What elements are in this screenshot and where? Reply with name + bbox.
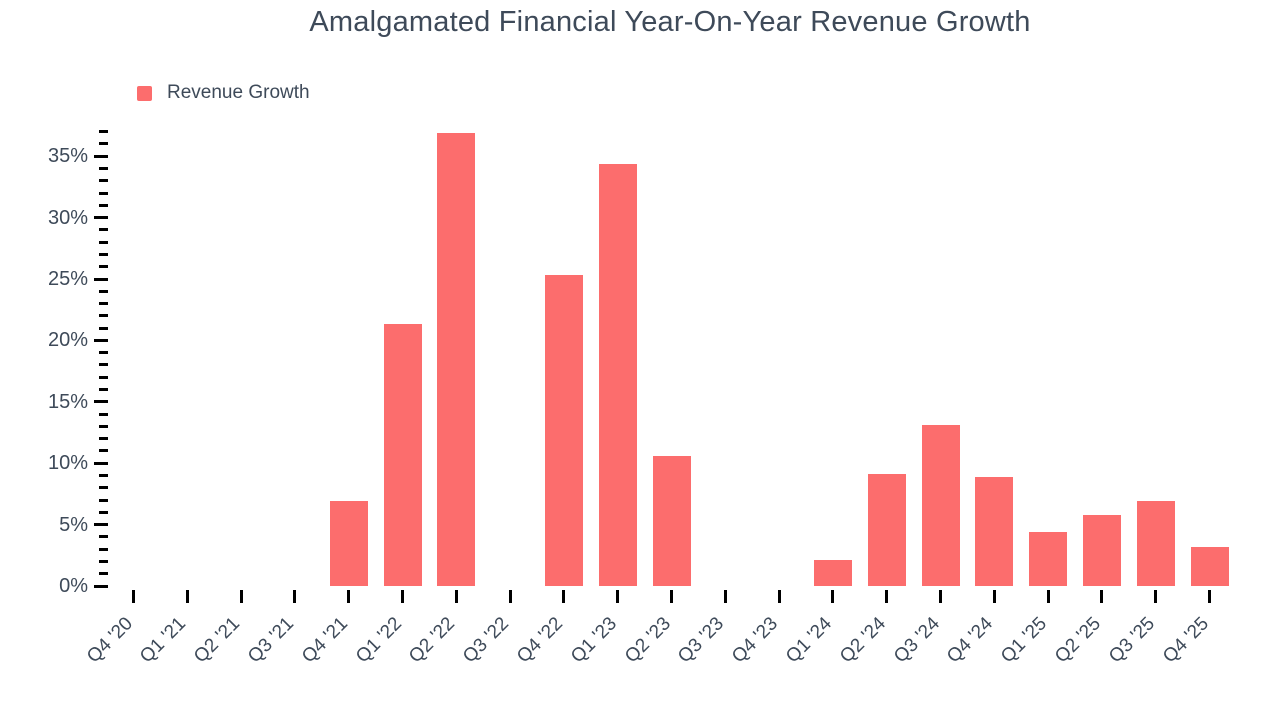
y-axis-minor-tick bbox=[99, 510, 108, 514]
y-axis-label: 30% bbox=[47, 206, 88, 229]
legend-item-revenue-growth[interactable]: Revenue Growth bbox=[137, 82, 310, 103]
y-axis-minor-tick bbox=[99, 559, 108, 563]
y-axis-minor-tick bbox=[99, 498, 108, 502]
bar[interactable] bbox=[652, 455, 691, 586]
x-axis-tick bbox=[1154, 590, 1158, 603]
y-axis-minor-tick bbox=[99, 572, 108, 576]
x-axis-tick bbox=[562, 590, 566, 603]
bar[interactable] bbox=[383, 324, 422, 586]
bar[interactable] bbox=[598, 163, 637, 586]
y-axis-minor-tick bbox=[99, 412, 108, 416]
y-axis-minor-tick bbox=[99, 203, 108, 207]
y-axis-minor-tick bbox=[99, 326, 108, 330]
x-axis-tick bbox=[454, 590, 458, 603]
y-axis-minor-tick bbox=[99, 375, 108, 379]
x-axis-tick bbox=[777, 590, 781, 603]
y-axis-major-tick bbox=[94, 523, 108, 527]
y-axis-label: 10% bbox=[47, 452, 88, 475]
x-axis-tick bbox=[508, 590, 512, 603]
y-axis-minor-tick bbox=[99, 228, 108, 232]
y-axis-minor-tick bbox=[99, 363, 108, 367]
x-axis-tick bbox=[132, 590, 135, 603]
x-axis-tick bbox=[1046, 590, 1050, 603]
y-axis-minor-tick bbox=[99, 449, 108, 453]
y-axis-minor-tick bbox=[99, 191, 108, 195]
bar[interactable] bbox=[813, 560, 852, 586]
x-axis-tick bbox=[185, 590, 189, 603]
y-axis-minor-tick bbox=[99, 302, 108, 306]
y-axis-major-tick bbox=[94, 154, 108, 158]
x-axis-tick bbox=[992, 590, 996, 603]
x-axis-tick bbox=[831, 590, 835, 603]
x-axis-tick bbox=[239, 590, 243, 603]
y-axis-minor-tick bbox=[99, 240, 108, 244]
x-axis-tick bbox=[347, 590, 351, 603]
y-axis-minor-tick bbox=[99, 535, 108, 539]
y-axis-label: 20% bbox=[47, 329, 88, 352]
y-axis-minor-tick bbox=[99, 473, 108, 477]
y-axis-minor-tick bbox=[99, 179, 108, 183]
y-axis-minor-tick bbox=[99, 314, 108, 318]
x-axis-tick bbox=[616, 590, 620, 603]
bar[interactable] bbox=[1136, 501, 1175, 586]
y-axis-minor-tick bbox=[99, 252, 108, 256]
x-axis-tick bbox=[293, 590, 297, 603]
legend-swatch-icon bbox=[137, 85, 152, 101]
y-axis-minor-tick bbox=[99, 547, 108, 551]
y-axis-minor-tick bbox=[99, 351, 108, 355]
y-axis-minor-tick bbox=[99, 130, 108, 134]
y-axis-major-tick bbox=[94, 584, 108, 588]
bar[interactable] bbox=[975, 476, 1014, 586]
y-axis-label: 25% bbox=[47, 268, 88, 290]
bar[interactable] bbox=[329, 501, 368, 586]
y-axis-minor-tick bbox=[99, 289, 108, 293]
bar[interactable] bbox=[867, 474, 906, 586]
bar[interactable] bbox=[1190, 546, 1229, 586]
y-axis-minor-tick bbox=[99, 142, 108, 146]
y-axis-minor-tick bbox=[99, 388, 108, 392]
bar[interactable] bbox=[544, 275, 583, 586]
bar[interactable] bbox=[1029, 531, 1068, 586]
bar[interactable] bbox=[437, 132, 476, 586]
y-axis-label: 0% bbox=[59, 575, 88, 597]
y-axis-label: 15% bbox=[47, 390, 88, 413]
y-axis-minor-tick bbox=[99, 437, 108, 441]
bar[interactable] bbox=[921, 425, 960, 586]
y-axis-minor-tick bbox=[99, 424, 108, 428]
bar[interactable] bbox=[1082, 514, 1121, 586]
y-axis-major-tick bbox=[94, 400, 108, 404]
x-axis-tick bbox=[723, 590, 727, 603]
x-axis-tick bbox=[1208, 590, 1211, 603]
x-axis-tick bbox=[1100, 590, 1104, 603]
chart-title: Amalgamated Financial Year-On-Year Reven… bbox=[309, 6, 1031, 38]
y-axis-label: 35% bbox=[47, 145, 88, 168]
y-axis-minor-tick bbox=[99, 166, 108, 170]
y-axis-minor-tick bbox=[99, 265, 108, 269]
x-axis-tick bbox=[401, 590, 404, 603]
y-axis-major-tick bbox=[94, 461, 108, 465]
y-axis-label: 5% bbox=[59, 513, 88, 536]
x-axis-tick bbox=[885, 590, 889, 603]
legend-label: Revenue Growth bbox=[167, 82, 310, 103]
y-axis-major-tick bbox=[94, 277, 108, 281]
y-axis-major-tick bbox=[94, 338, 108, 342]
x-axis-tick bbox=[939, 590, 942, 603]
y-axis-minor-tick bbox=[99, 486, 108, 490]
y-axis-major-tick bbox=[94, 216, 108, 220]
x-axis-tick bbox=[670, 590, 673, 603]
